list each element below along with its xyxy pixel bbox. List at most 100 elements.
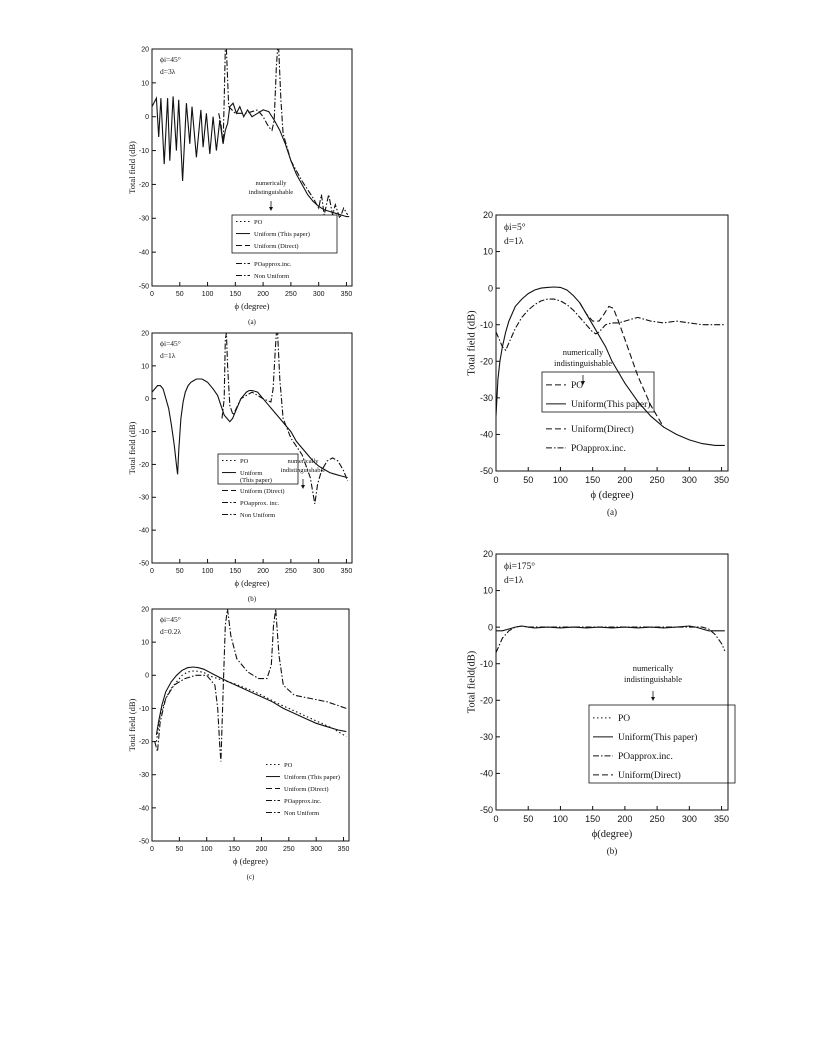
annotation-text: numerically [255,180,287,187]
y-tick-label: 20 [141,606,149,613]
x-tick-label: 200 [257,568,269,575]
x-tick-label: 150 [229,568,241,575]
y-tick-label: -20 [480,695,493,705]
legend-entry: PO [240,458,249,465]
x-tick-label: 50 [523,814,533,824]
series-line [151,378,348,479]
legend-entry: Uniform(This paper) [571,399,650,410]
legend-entry: PO [284,762,293,769]
x-tick-label: 0 [150,291,154,298]
y-tick-label: -40 [480,769,493,779]
x-tick-label: 200 [257,291,269,298]
x-tick-label: 50 [176,291,184,298]
chart-svg: 0 50 100 150 200 250 300 35020100-10-20-30-40-5… [127,46,353,326]
y-tick-label: 20 [483,210,493,220]
annotation-text: indistinguishable [554,358,612,368]
x-tick-label: 100 [553,475,568,485]
x-axis-label: ϕ (degree) [233,856,268,866]
x-tick-label: 300 [310,846,322,853]
y-tick-label: -10 [139,148,149,155]
legend-entry: Uniform (Direct) [240,488,285,495]
y-tick-label: -30 [139,495,149,502]
legend-entry: POapprox.inc. [284,798,322,805]
x-tick-label: 250 [283,846,295,853]
legend-entry: POapprox.inc. [571,444,626,454]
y-tick-label: 10 [141,640,149,647]
y-tick-label: 0 [145,396,149,403]
legend-box [217,453,299,485]
series-line [155,666,347,735]
x-tick-label: 350 [341,291,353,298]
legend-entry: Uniform (Direct) [284,786,329,793]
y-tick-label: 0 [145,673,149,680]
legend-entry: Uniform (This paper) [284,774,340,781]
annotation-text: indistinguishable [249,189,294,196]
legend-entry: POapprox. inc. [240,500,280,507]
y-tick-label: 0 [145,114,149,121]
y-tick-label: -50 [139,283,149,290]
x-axis-label: ϕ (degree) [235,301,270,311]
x-tick-label: 350 [714,814,729,824]
parameter-label: ϕi=45° [160,615,181,624]
figure-caption: (c) [247,873,255,881]
legend-entry: Uniform [240,470,262,477]
y-tick-label: 10 [483,247,493,257]
y-tick-label: -50 [480,466,493,476]
x-tick-label: 300 [682,475,697,485]
y-tick-label: -30 [139,216,149,223]
y-tick-label: -50 [139,838,149,845]
y-tick-label: -20 [480,356,493,366]
parameter-label: ϕi=175° [504,561,535,572]
chart-svg: 0 50 100 150 200 250 300 35020100-10-20-30-40-5… [466,210,729,517]
plot-frame [495,214,729,472]
chart-svg: 0 50 100 150 200 250 300 35020100-10-20-30-40-5… [127,330,353,603]
x-tick-label: 50 [175,846,183,853]
parameter-label: ϕi=5° [504,222,526,233]
x-tick-label: 100 [202,568,214,575]
x-tick-label: 300 [313,291,325,298]
x-tick-label: 150 [585,475,600,485]
x-tick-label: 100 [201,846,213,853]
legend-entry: Non Uniform [254,273,289,280]
parameter-label: ϕi=45° [160,339,181,348]
y-tick-label: -50 [139,560,149,567]
parameter-label: d=1λ [504,576,524,586]
legend-entry: PO [571,381,583,391]
series-line [218,48,349,220]
y-tick-label: -40 [139,805,149,812]
y-tick-label: 10 [141,80,149,87]
x-tick-label: 250 [650,814,665,824]
y-tick-label: -20 [139,462,149,469]
x-axis-label: ϕ (degree) [590,490,634,501]
legend-entry: Uniform(This paper) [618,732,697,743]
figure-caption: (b) [248,595,257,603]
series-line [221,332,349,504]
x-tick-label: 0 [493,814,498,824]
x-tick-label: 350 [714,475,729,485]
y-axis-label: Total field (dB) [466,310,477,376]
x-axis-label: ϕ(degree) [592,829,633,840]
x-tick-label: 0 [493,475,498,485]
y-tick-label: -10 [139,706,149,713]
y-tick-label: -30 [480,393,493,403]
chart-panel-left-b: 0 50 100 150 200 250 300 350 20 10 0 -10 -20 -30 -40 -5… [118,328,368,608]
annotation-arrowhead [651,697,655,701]
series-line [495,298,725,352]
annotation-text: numerically [287,458,319,465]
y-tick-label: 20 [141,330,149,337]
plot-frame [495,553,729,811]
figure-caption: (b) [607,846,618,856]
x-tick-label: 200 [617,814,632,824]
y-tick-label: -40 [139,250,149,257]
series-line [154,608,347,762]
legend-entry: PO [618,714,630,724]
y-tick-label: -30 [139,772,149,779]
annotation-arrowhead [269,207,273,211]
y-axis-label: Total field(dB) [466,650,477,713]
y-tick-label: 10 [141,363,149,370]
series-line [579,302,665,428]
y-tick-label: -30 [480,732,493,742]
annotation-arrowhead [301,485,305,489]
x-tick-label: 350 [338,846,350,853]
series-line [495,625,726,653]
